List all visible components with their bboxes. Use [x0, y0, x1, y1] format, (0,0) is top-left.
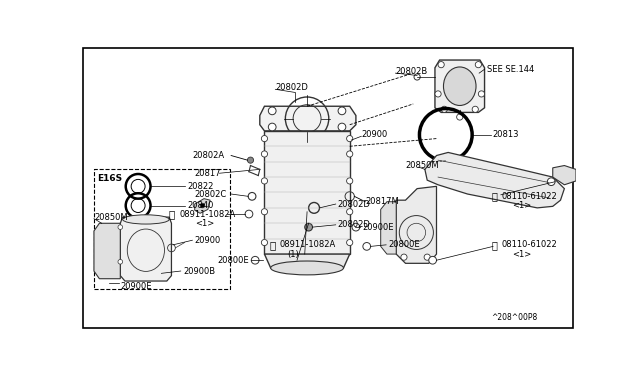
Ellipse shape: [123, 215, 169, 224]
Circle shape: [248, 157, 253, 163]
Circle shape: [476, 62, 481, 68]
Text: <1>: <1>: [513, 250, 532, 259]
FancyBboxPatch shape: [94, 169, 230, 289]
Text: <1>: <1>: [513, 201, 532, 210]
Text: E16S: E16S: [97, 174, 122, 183]
Circle shape: [268, 107, 276, 115]
Circle shape: [338, 107, 346, 115]
Circle shape: [305, 223, 312, 231]
Circle shape: [441, 106, 447, 112]
Polygon shape: [553, 166, 576, 185]
Circle shape: [438, 62, 444, 68]
Circle shape: [363, 243, 371, 250]
Text: 08110-61022: 08110-61022: [502, 240, 557, 249]
Circle shape: [347, 135, 353, 142]
Polygon shape: [381, 202, 396, 254]
Circle shape: [435, 91, 441, 97]
Circle shape: [457, 114, 463, 120]
Text: 20822: 20822: [187, 182, 213, 191]
Circle shape: [478, 91, 484, 97]
Ellipse shape: [271, 261, 344, 275]
Circle shape: [248, 192, 256, 200]
Circle shape: [347, 178, 353, 184]
Circle shape: [338, 123, 346, 131]
Circle shape: [347, 151, 353, 157]
Polygon shape: [120, 217, 172, 281]
Circle shape: [252, 256, 259, 264]
Text: Ⓝ: Ⓝ: [269, 240, 275, 250]
Text: 20802A: 20802A: [193, 151, 225, 160]
Circle shape: [472, 106, 478, 112]
Text: 08911-1082A: 08911-1082A: [179, 209, 236, 218]
Circle shape: [200, 203, 205, 208]
Text: Ⓝ: Ⓝ: [168, 209, 175, 219]
Text: (1): (1): [288, 250, 300, 259]
Text: 20800E: 20800E: [388, 240, 420, 249]
Polygon shape: [396, 186, 436, 263]
Polygon shape: [94, 223, 120, 279]
Circle shape: [414, 74, 420, 80]
FancyBboxPatch shape: [83, 48, 573, 328]
Circle shape: [424, 254, 430, 260]
Text: 20802C: 20802C: [195, 189, 227, 199]
Text: ^208^00P8: ^208^00P8: [491, 313, 537, 322]
Text: 08911-1082A: 08911-1082A: [280, 240, 336, 249]
Text: Ⓑ: Ⓑ: [492, 191, 497, 201]
Circle shape: [261, 151, 268, 157]
Circle shape: [245, 210, 253, 218]
Text: 20900E: 20900E: [363, 222, 394, 232]
Text: 20802D: 20802D: [337, 220, 370, 229]
Text: 20800E: 20800E: [217, 256, 249, 265]
Circle shape: [261, 209, 268, 215]
Circle shape: [268, 123, 276, 131]
Circle shape: [401, 254, 407, 260]
Text: 20900: 20900: [195, 236, 221, 245]
Circle shape: [261, 178, 268, 184]
Polygon shape: [425, 153, 564, 208]
Text: 20802B: 20802B: [396, 67, 428, 76]
Circle shape: [118, 260, 123, 264]
Text: 20802D: 20802D: [275, 83, 308, 92]
Ellipse shape: [444, 67, 476, 106]
Polygon shape: [195, 199, 210, 213]
Text: 08110-61022: 08110-61022: [502, 192, 557, 201]
Text: 20850M: 20850M: [406, 161, 439, 170]
Polygon shape: [264, 131, 349, 254]
Circle shape: [261, 135, 268, 142]
Circle shape: [429, 256, 436, 264]
Circle shape: [261, 240, 268, 246]
Text: 20900E: 20900E: [120, 282, 152, 291]
Circle shape: [352, 223, 360, 231]
Text: 20900: 20900: [362, 130, 388, 139]
Text: 20840: 20840: [187, 201, 213, 210]
Polygon shape: [435, 60, 484, 112]
Text: 20817: 20817: [195, 169, 221, 178]
Text: 20813: 20813: [492, 130, 519, 139]
Circle shape: [118, 225, 123, 230]
Text: 20817M: 20817M: [365, 197, 399, 206]
Text: 20850M: 20850M: [94, 213, 127, 222]
Text: Ⓑ: Ⓑ: [492, 240, 497, 250]
Circle shape: [547, 178, 555, 186]
Polygon shape: [260, 106, 356, 131]
Circle shape: [347, 209, 353, 215]
Text: 20802D: 20802D: [337, 199, 370, 209]
Polygon shape: [264, 254, 349, 268]
Circle shape: [347, 240, 353, 246]
Text: <1>: <1>: [195, 219, 214, 228]
Text: 20900B: 20900B: [183, 266, 215, 276]
Text: SEE SE.144: SEE SE.144: [487, 65, 534, 74]
